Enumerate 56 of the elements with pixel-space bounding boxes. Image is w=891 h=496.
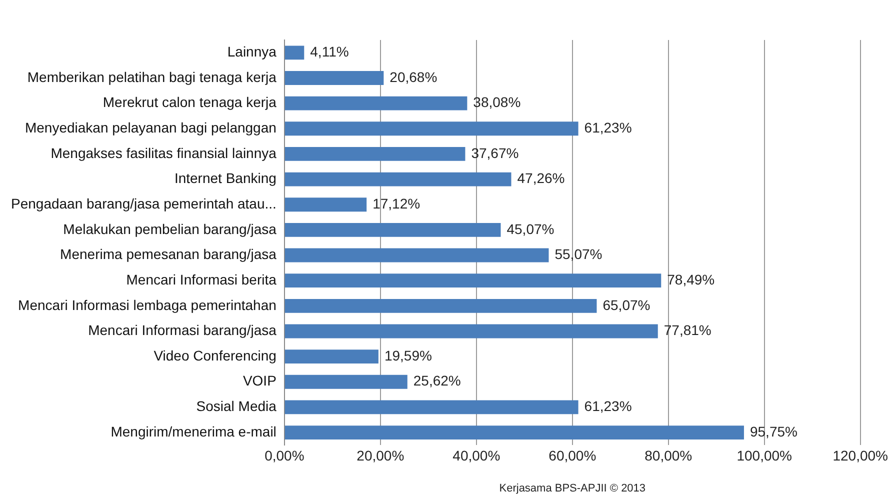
x-tick-label: 80,00% [644, 447, 692, 464]
bar [284, 426, 744, 440]
y-tick-label: Mencari Informasi lembaga pemerintahan [18, 296, 276, 313]
data-label: 4,11% [310, 44, 349, 60]
y-tick-label: Internet Banking [174, 170, 276, 186]
data-label: 47,26% [517, 170, 565, 186]
y-tick-label: Menyediakan pelayanan bagi pelanggan [24, 119, 276, 136]
data-label: 45,07% [506, 220, 554, 237]
y-tick-label: VOIP [242, 372, 276, 389]
bar [284, 324, 658, 338]
data-label: 78,49% [667, 271, 715, 288]
bar [284, 71, 384, 85]
bar [284, 274, 662, 288]
y-tick-label: Mengirim/menerima e-mail [110, 423, 276, 440]
bar [284, 298, 597, 313]
x-tick-label: 60,00% [548, 447, 596, 464]
data-label: 55,07% [554, 246, 602, 262]
data-label: 61,23% [584, 398, 632, 414]
bar [284, 96, 468, 110]
x-tick-label: 120,00% [832, 447, 888, 464]
bar [284, 350, 378, 364]
y-tick-label: Menerima pemesanan barang/jasa [60, 246, 277, 262]
data-label: 20,68% [390, 68, 438, 85]
data-label: 61,23% [584, 119, 632, 136]
data-label: 25,62% [413, 372, 461, 389]
y-tick-label: Merekrut calon tenaga kerja [102, 94, 277, 110]
data-label: 95,75% [750, 423, 798, 440]
bar [284, 222, 501, 237]
y-tick-label: Lainnya [227, 44, 277, 60]
bar [284, 374, 408, 389]
data-label: 17,12% [372, 195, 420, 212]
data-label: 37,67% [471, 144, 519, 161]
bar [284, 248, 549, 262]
x-tick-label: 40,00% [452, 447, 500, 464]
x-tick-label: 20,00% [356, 447, 404, 464]
y-tick-label: Mengakses fasilitas finansial lainnya [50, 144, 277, 161]
y-tick-label: Mencari Informasi berita [126, 271, 277, 288]
bar [284, 198, 367, 212]
y-tick-label: Melakukan pembelian barang/jasa [63, 220, 277, 237]
x-tick-label: 0,00% [264, 447, 304, 464]
y-tick-label: Video Conferencing [154, 347, 276, 364]
data-label: 65,07% [602, 296, 650, 313]
y-tick-label: Pengadaan barang/jasa pemerintah atau... [10, 195, 276, 212]
bar [284, 122, 578, 136]
bar [284, 172, 512, 186]
y-tick-label: Sosial Media [196, 398, 277, 414]
bar [284, 400, 578, 414]
data-label: 19,59% [384, 347, 432, 364]
y-tick-label: Mencari Informasi barang/jasa [88, 322, 277, 338]
bar [284, 147, 466, 161]
x-tick-label: 100,00% [736, 447, 792, 464]
text: Kerjasama BPS-APJII © 2013 [499, 482, 646, 495]
y-tick-label: Memberikan pelatihan bagi tenaga kerja [27, 68, 277, 85]
data-label: 38,08% [473, 94, 521, 110]
bar [284, 46, 304, 60]
data-label: 77,81% [664, 322, 712, 338]
